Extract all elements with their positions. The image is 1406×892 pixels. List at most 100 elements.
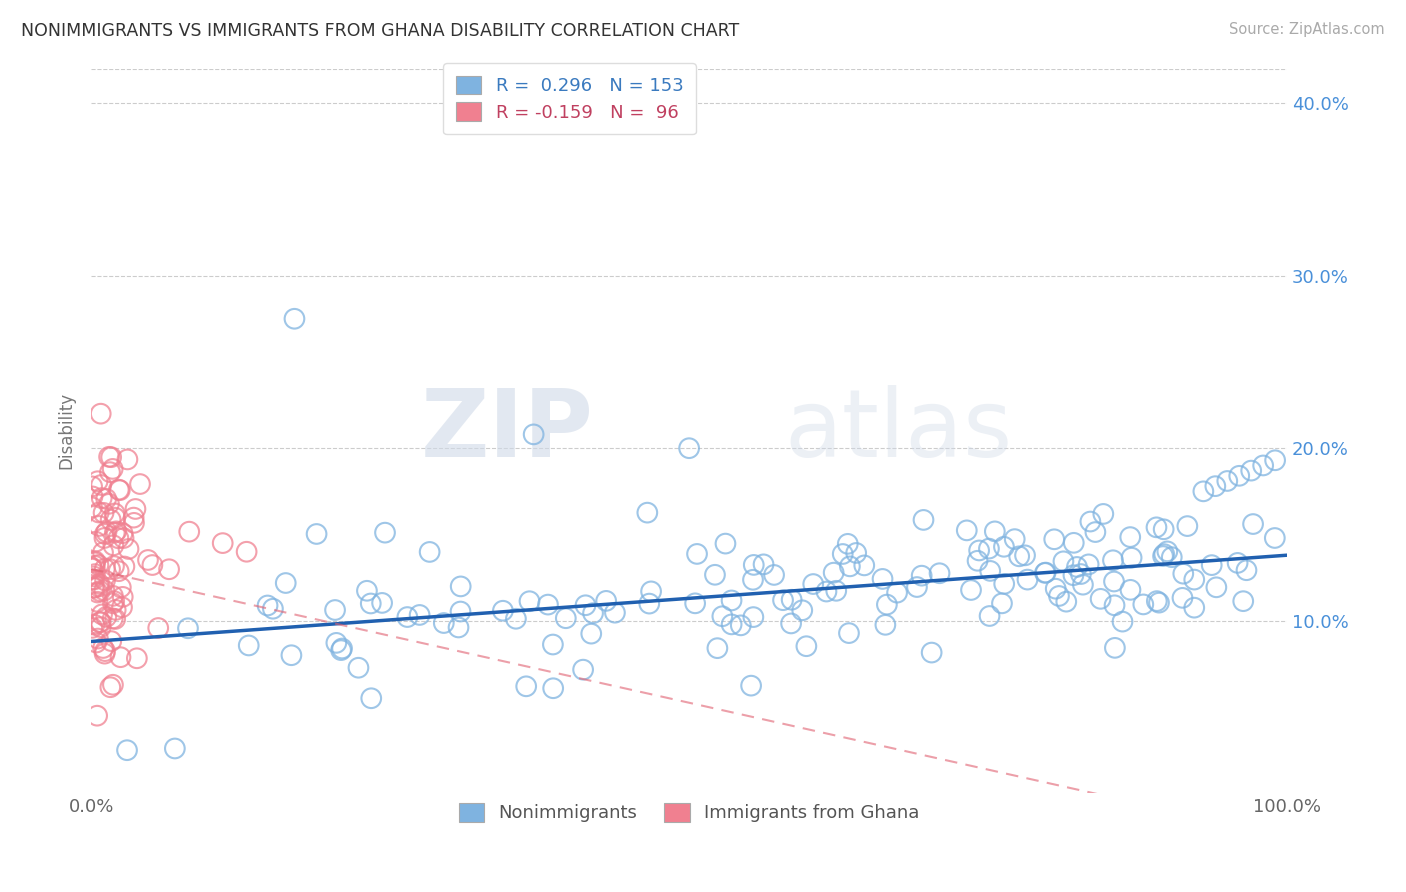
Point (837, 537, 859, 551)
Point (1033, 566, 1056, 580)
Point (86, 585, 108, 599)
Point (603, 606, 626, 620)
Point (98, 465, 121, 479)
Point (1063, 536, 1085, 550)
Point (419, 545, 441, 559)
Point (801, 577, 824, 591)
Point (89, 577, 111, 591)
Text: atlas: atlas (785, 385, 1014, 477)
Point (706, 641, 728, 656)
Point (537, 598, 560, 612)
Point (104, 603, 127, 617)
Point (408, 607, 430, 622)
Point (100, 450, 122, 465)
Point (433, 615, 456, 630)
Point (1052, 554, 1074, 568)
Point (1236, 563, 1258, 577)
Point (86, 474, 108, 488)
Point (330, 643, 353, 657)
Point (103, 559, 125, 574)
Point (1017, 573, 1039, 587)
Point (80, 573, 103, 587)
Point (83, 558, 105, 573)
Point (330, 641, 353, 656)
Point (104, 525, 127, 540)
Point (967, 543, 990, 558)
Point (1102, 574, 1125, 589)
Point (825, 583, 848, 598)
Point (1070, 567, 1092, 582)
Point (554, 611, 576, 625)
Point (124, 502, 146, 516)
Point (90, 407, 112, 421)
Point (80, 561, 103, 575)
Point (115, 743, 138, 757)
Point (1160, 550, 1182, 565)
Point (86, 595, 108, 609)
Point (104, 612, 127, 626)
Point (98, 680, 121, 694)
Point (87, 506, 110, 520)
Point (1264, 531, 1286, 545)
Point (823, 566, 845, 580)
Point (83, 581, 105, 595)
Point (1192, 484, 1215, 499)
Point (683, 596, 706, 610)
Point (103, 538, 125, 552)
Point (796, 639, 818, 653)
Point (505, 612, 527, 626)
Point (283, 311, 305, 326)
Point (96, 491, 118, 506)
Point (742, 558, 765, 572)
Point (640, 584, 662, 599)
Point (374, 525, 396, 540)
Point (90, 491, 112, 505)
Point (984, 524, 1007, 539)
Point (1175, 519, 1198, 533)
Point (582, 606, 605, 620)
Y-axis label: Disability: Disability (58, 392, 75, 469)
Point (541, 638, 564, 652)
Point (1111, 615, 1133, 629)
Point (96, 524, 118, 539)
Text: Source: ZipAtlas.com: Source: ZipAtlas.com (1229, 22, 1385, 37)
Point (274, 576, 297, 591)
Point (110, 650, 132, 665)
Point (1043, 533, 1066, 547)
Point (450, 579, 472, 593)
Point (1066, 560, 1088, 574)
Point (991, 596, 1014, 610)
Point (911, 568, 934, 582)
Point (117, 452, 139, 467)
Point (1054, 595, 1077, 609)
Point (82, 479, 104, 493)
Point (100, 634, 122, 648)
Point (323, 603, 346, 617)
Point (256, 599, 278, 613)
Point (360, 597, 382, 611)
Point (872, 572, 894, 586)
Point (1204, 479, 1226, 493)
Point (1205, 580, 1227, 594)
Point (977, 541, 1000, 556)
Point (103, 594, 125, 608)
Point (772, 593, 794, 607)
Point (1201, 558, 1223, 573)
Point (82, 490, 104, 504)
Point (1232, 594, 1254, 608)
Point (347, 661, 370, 675)
Point (141, 558, 163, 572)
Point (638, 597, 661, 611)
Point (90, 615, 112, 630)
Text: ZIP: ZIP (420, 385, 593, 477)
Point (111, 590, 134, 604)
Point (1084, 524, 1107, 539)
Point (101, 462, 124, 476)
Point (136, 553, 159, 567)
Point (1077, 558, 1099, 572)
Point (84, 534, 107, 549)
Point (1071, 577, 1094, 591)
Point (100, 513, 122, 527)
Point (763, 568, 786, 582)
Point (742, 610, 765, 624)
